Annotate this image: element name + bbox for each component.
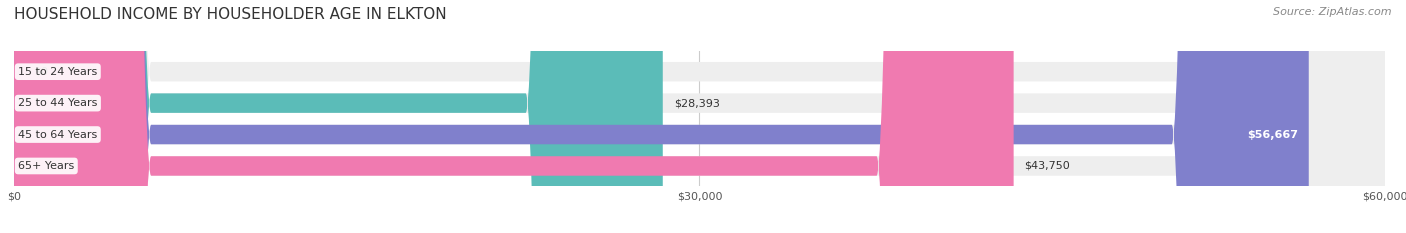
Text: HOUSEHOLD INCOME BY HOUSEHOLDER AGE IN ELKTON: HOUSEHOLD INCOME BY HOUSEHOLDER AGE IN E… <box>14 7 447 22</box>
FancyBboxPatch shape <box>14 0 1385 233</box>
Text: $28,393: $28,393 <box>673 98 720 108</box>
Text: $0: $0 <box>35 67 49 77</box>
FancyBboxPatch shape <box>14 0 1014 233</box>
FancyBboxPatch shape <box>14 0 1385 233</box>
Text: 65+ Years: 65+ Years <box>18 161 75 171</box>
FancyBboxPatch shape <box>14 0 1385 233</box>
FancyBboxPatch shape <box>14 0 1309 233</box>
FancyBboxPatch shape <box>14 0 1385 233</box>
Text: 25 to 44 Years: 25 to 44 Years <box>18 98 97 108</box>
Text: $56,667: $56,667 <box>1247 130 1298 140</box>
Text: 15 to 24 Years: 15 to 24 Years <box>18 67 97 77</box>
Text: $43,750: $43,750 <box>1025 161 1070 171</box>
FancyBboxPatch shape <box>14 0 662 233</box>
Text: 45 to 64 Years: 45 to 64 Years <box>18 130 97 140</box>
Text: Source: ZipAtlas.com: Source: ZipAtlas.com <box>1274 7 1392 17</box>
